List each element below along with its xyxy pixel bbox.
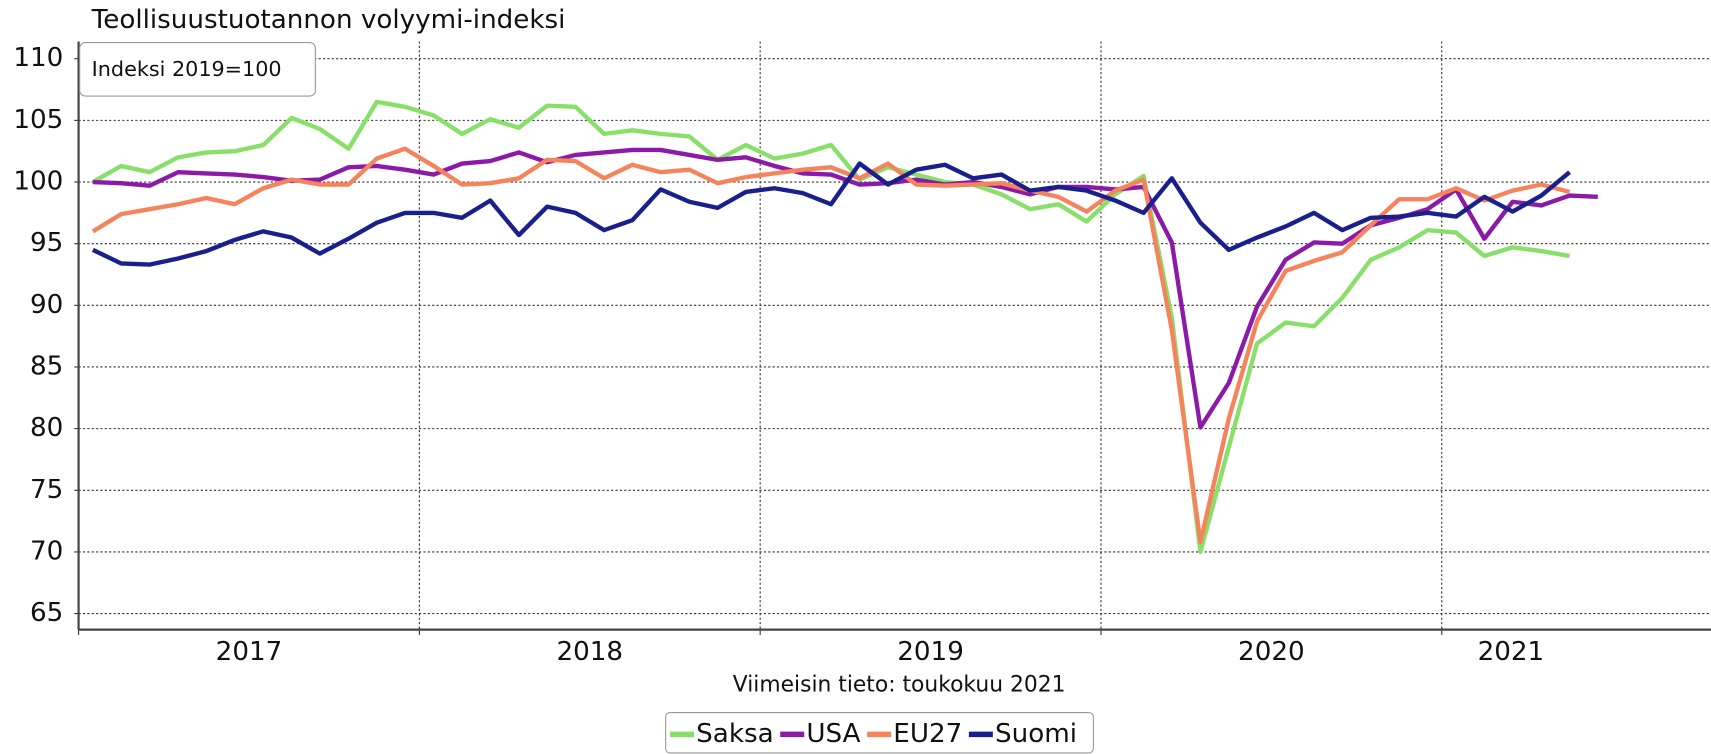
chart-title: Teollisuustuotannon volyymi-indeksi: [91, 5, 566, 35]
y-tick-label: 80: [30, 413, 63, 443]
lines: [91, 99, 1598, 555]
x-tick-label: 2018: [556, 637, 623, 667]
y-tick-label: 100: [13, 167, 63, 197]
y-tick-label: 110: [13, 43, 63, 73]
y-tick-label: 95: [30, 228, 63, 258]
y-tick-label: 70: [30, 536, 63, 566]
series-line: [92, 147, 1598, 430]
series-line: [91, 99, 1570, 555]
x-tick-label: 2021: [1478, 637, 1545, 667]
grid: 65 70 75 80 85 90 95 100 105 110 2017 2018 2019 2020 2…: [13, 41, 1711, 667]
legend-label: USA: [806, 719, 860, 749]
x-tick-label: 2017: [216, 637, 283, 667]
x-tick-label: 2019: [897, 637, 964, 667]
y-tick-label: 90: [30, 290, 63, 320]
legend-label: Saksa: [696, 719, 773, 749]
series-line: [91, 161, 1571, 267]
legend: Saksa USA EU27 Suomi: [670, 719, 1077, 749]
y-tick-label: 65: [30, 598, 63, 628]
y-tick-label: 75: [30, 475, 63, 505]
legend-label: Suomi: [995, 719, 1077, 749]
x-tick-label: 2020: [1238, 637, 1305, 667]
note: Viimeisin tieto: toukokuu 2021: [733, 672, 1066, 697]
legend-label: EU27: [893, 719, 962, 749]
series-line: [91, 146, 1571, 545]
annotation-box: [79, 42, 316, 97]
annotation: Indeksi 2019=100: [92, 57, 282, 81]
y-tick-label: 105: [13, 105, 63, 135]
y-tick-label: 85: [30, 351, 63, 381]
